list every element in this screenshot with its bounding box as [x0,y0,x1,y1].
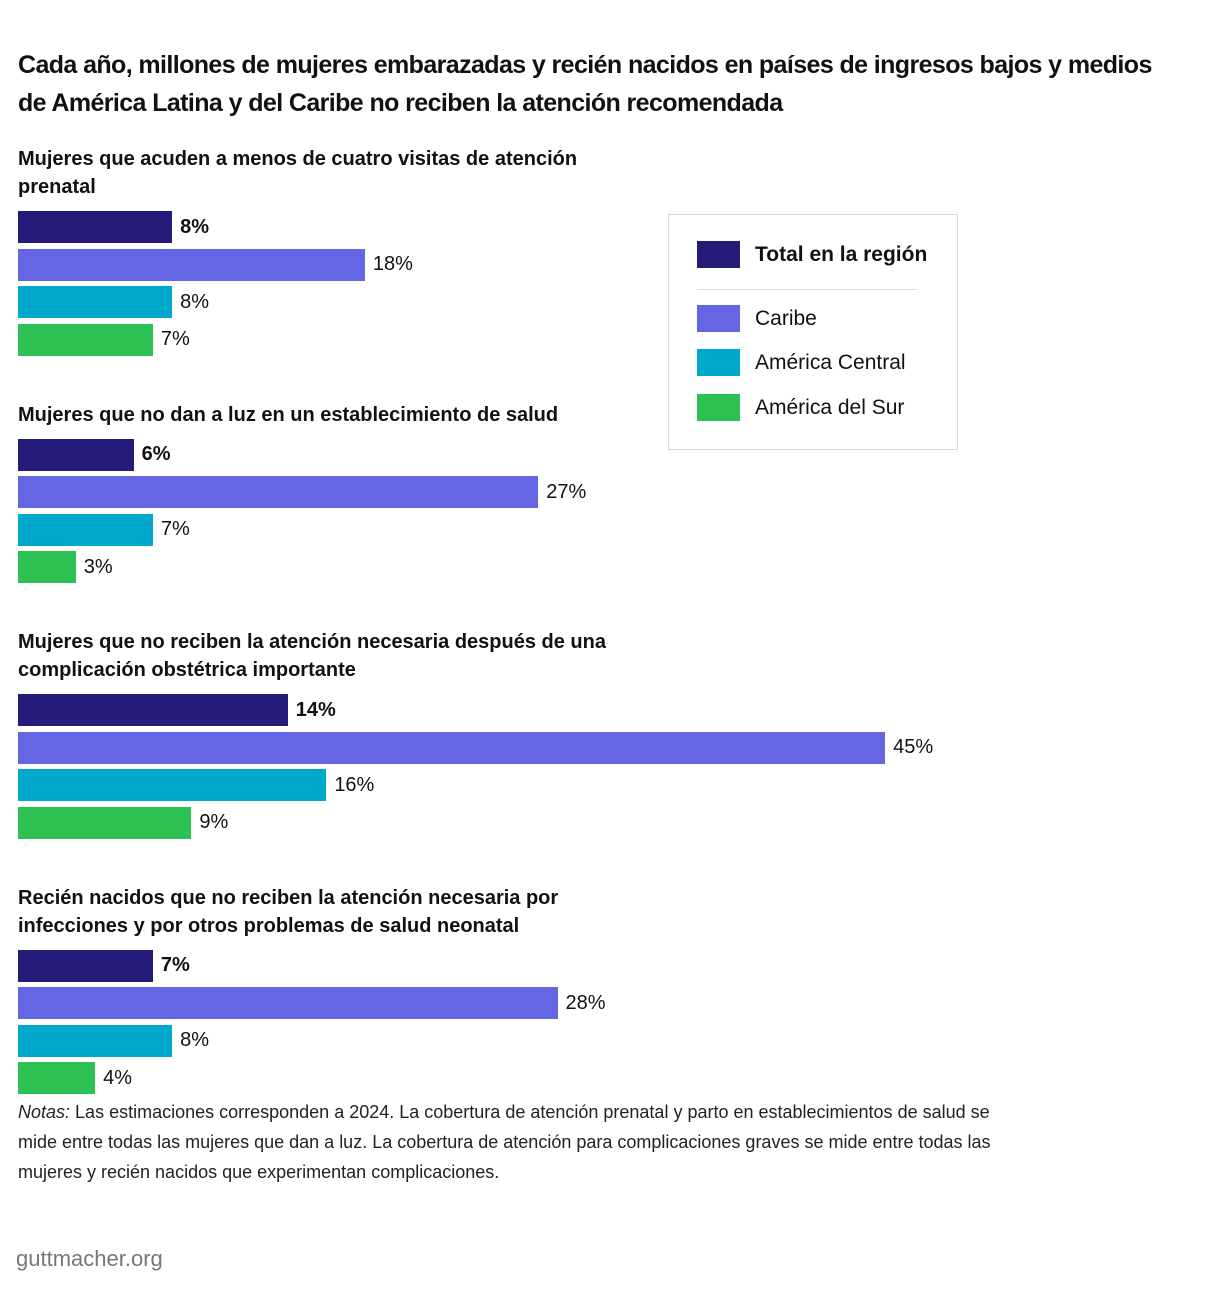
value-label: 3% [83,555,113,578]
chart-title: Cada año, millones de mujeres embarazada… [18,51,1152,117]
value-label: 7% [160,954,190,976]
value-label: 14% [295,698,336,721]
bar [18,476,539,508]
legend-label: América del Sur [755,395,905,419]
group-label: Recién nacidos que no reciben la atenció… [18,886,559,937]
bar-row: 45% [18,731,1018,764]
bar [18,1062,96,1094]
bar [18,323,153,356]
group-label: Mujeres que acuden a menos de cuatro vis… [18,148,578,198]
bar [18,731,886,764]
value-label: 9% [199,811,229,833]
value-label: 8% [180,290,210,313]
legend: Total en la región Caribe América Central A… [668,214,958,450]
legend-label: Caribe [755,306,817,330]
bar-row: 8% [18,286,1018,318]
bar-row: 3% [18,551,1018,583]
legend-label: América Central [755,350,906,374]
bar-row: 7% [18,323,1018,356]
bar [18,769,327,801]
bar [18,286,173,318]
bar-row: 7% [18,949,1018,982]
legend-item: América del Sur [697,394,904,421]
bar-row: 16% [18,769,1018,801]
value-label: 7% [160,328,190,350]
value-label: 7% [160,518,190,540]
group: Mujeres que acuden a menos de cuatro vis… [18,145,1018,356]
chart-body: Mujeres que acuden a menos de cuatro vis… [18,145,1018,1139]
value-label: 18% [372,253,413,275]
bar-row: 18% [18,248,1018,281]
legend-swatch [697,349,740,376]
legend-item: América Central [697,349,906,376]
bar-row: 8% [18,1024,1018,1057]
legend-label: Total en la región [755,242,928,266]
bar [18,211,173,243]
bar-row: 14% [18,694,1018,726]
bar-row: 8% [18,211,1018,243]
group: Mujeres que no reciben la atención neces… [18,628,1018,839]
legend-swatch [697,241,740,268]
bar-row: 4% [18,1062,1018,1094]
bar [18,438,134,471]
legend-separator [697,289,917,290]
group-label: Mujeres que no reciben la atención neces… [18,631,606,681]
bar [18,987,558,1019]
value-label: 28% [565,991,606,1014]
legend-item: Caribe [697,305,817,332]
value-label: 45% [893,736,934,758]
notes-label: Notas: [18,1102,71,1122]
value-label: 4% [103,1066,132,1089]
legend-swatch [697,394,740,421]
notes: Notas: Las estimaciones corresponden a 2… [18,1097,1008,1187]
bar [18,1024,173,1057]
group-label: Mujeres que no dan a luz en un estableci… [18,403,559,426]
value-label: 27% [546,480,587,503]
bar-row: 6% [18,438,1018,471]
notes-text: Las estimaciones corresponden a 2024. La… [18,1102,991,1182]
value-label: 16% [334,773,375,796]
bar [18,949,153,982]
bar-row: 9% [18,806,1018,839]
bar-row: 27% [18,476,1018,508]
bar [18,694,288,726]
source: guttmacher.org [16,1246,163,1271]
bar [18,248,365,281]
legend-swatch [697,305,740,332]
group: Recién nacidos que no reciben la atenció… [18,884,1018,1094]
bar-row: 28% [18,987,1018,1019]
value-label: 8% [180,1029,210,1051]
group: Mujeres que no dan a luz en un estableci… [18,401,1018,583]
bar [18,551,76,583]
bar [18,806,192,839]
bar [18,513,153,546]
legend-item: Total en la región [697,241,927,268]
value-label: 8% [180,215,210,238]
value-label: 6% [141,443,171,465]
bar-row: 7% [18,513,1018,546]
